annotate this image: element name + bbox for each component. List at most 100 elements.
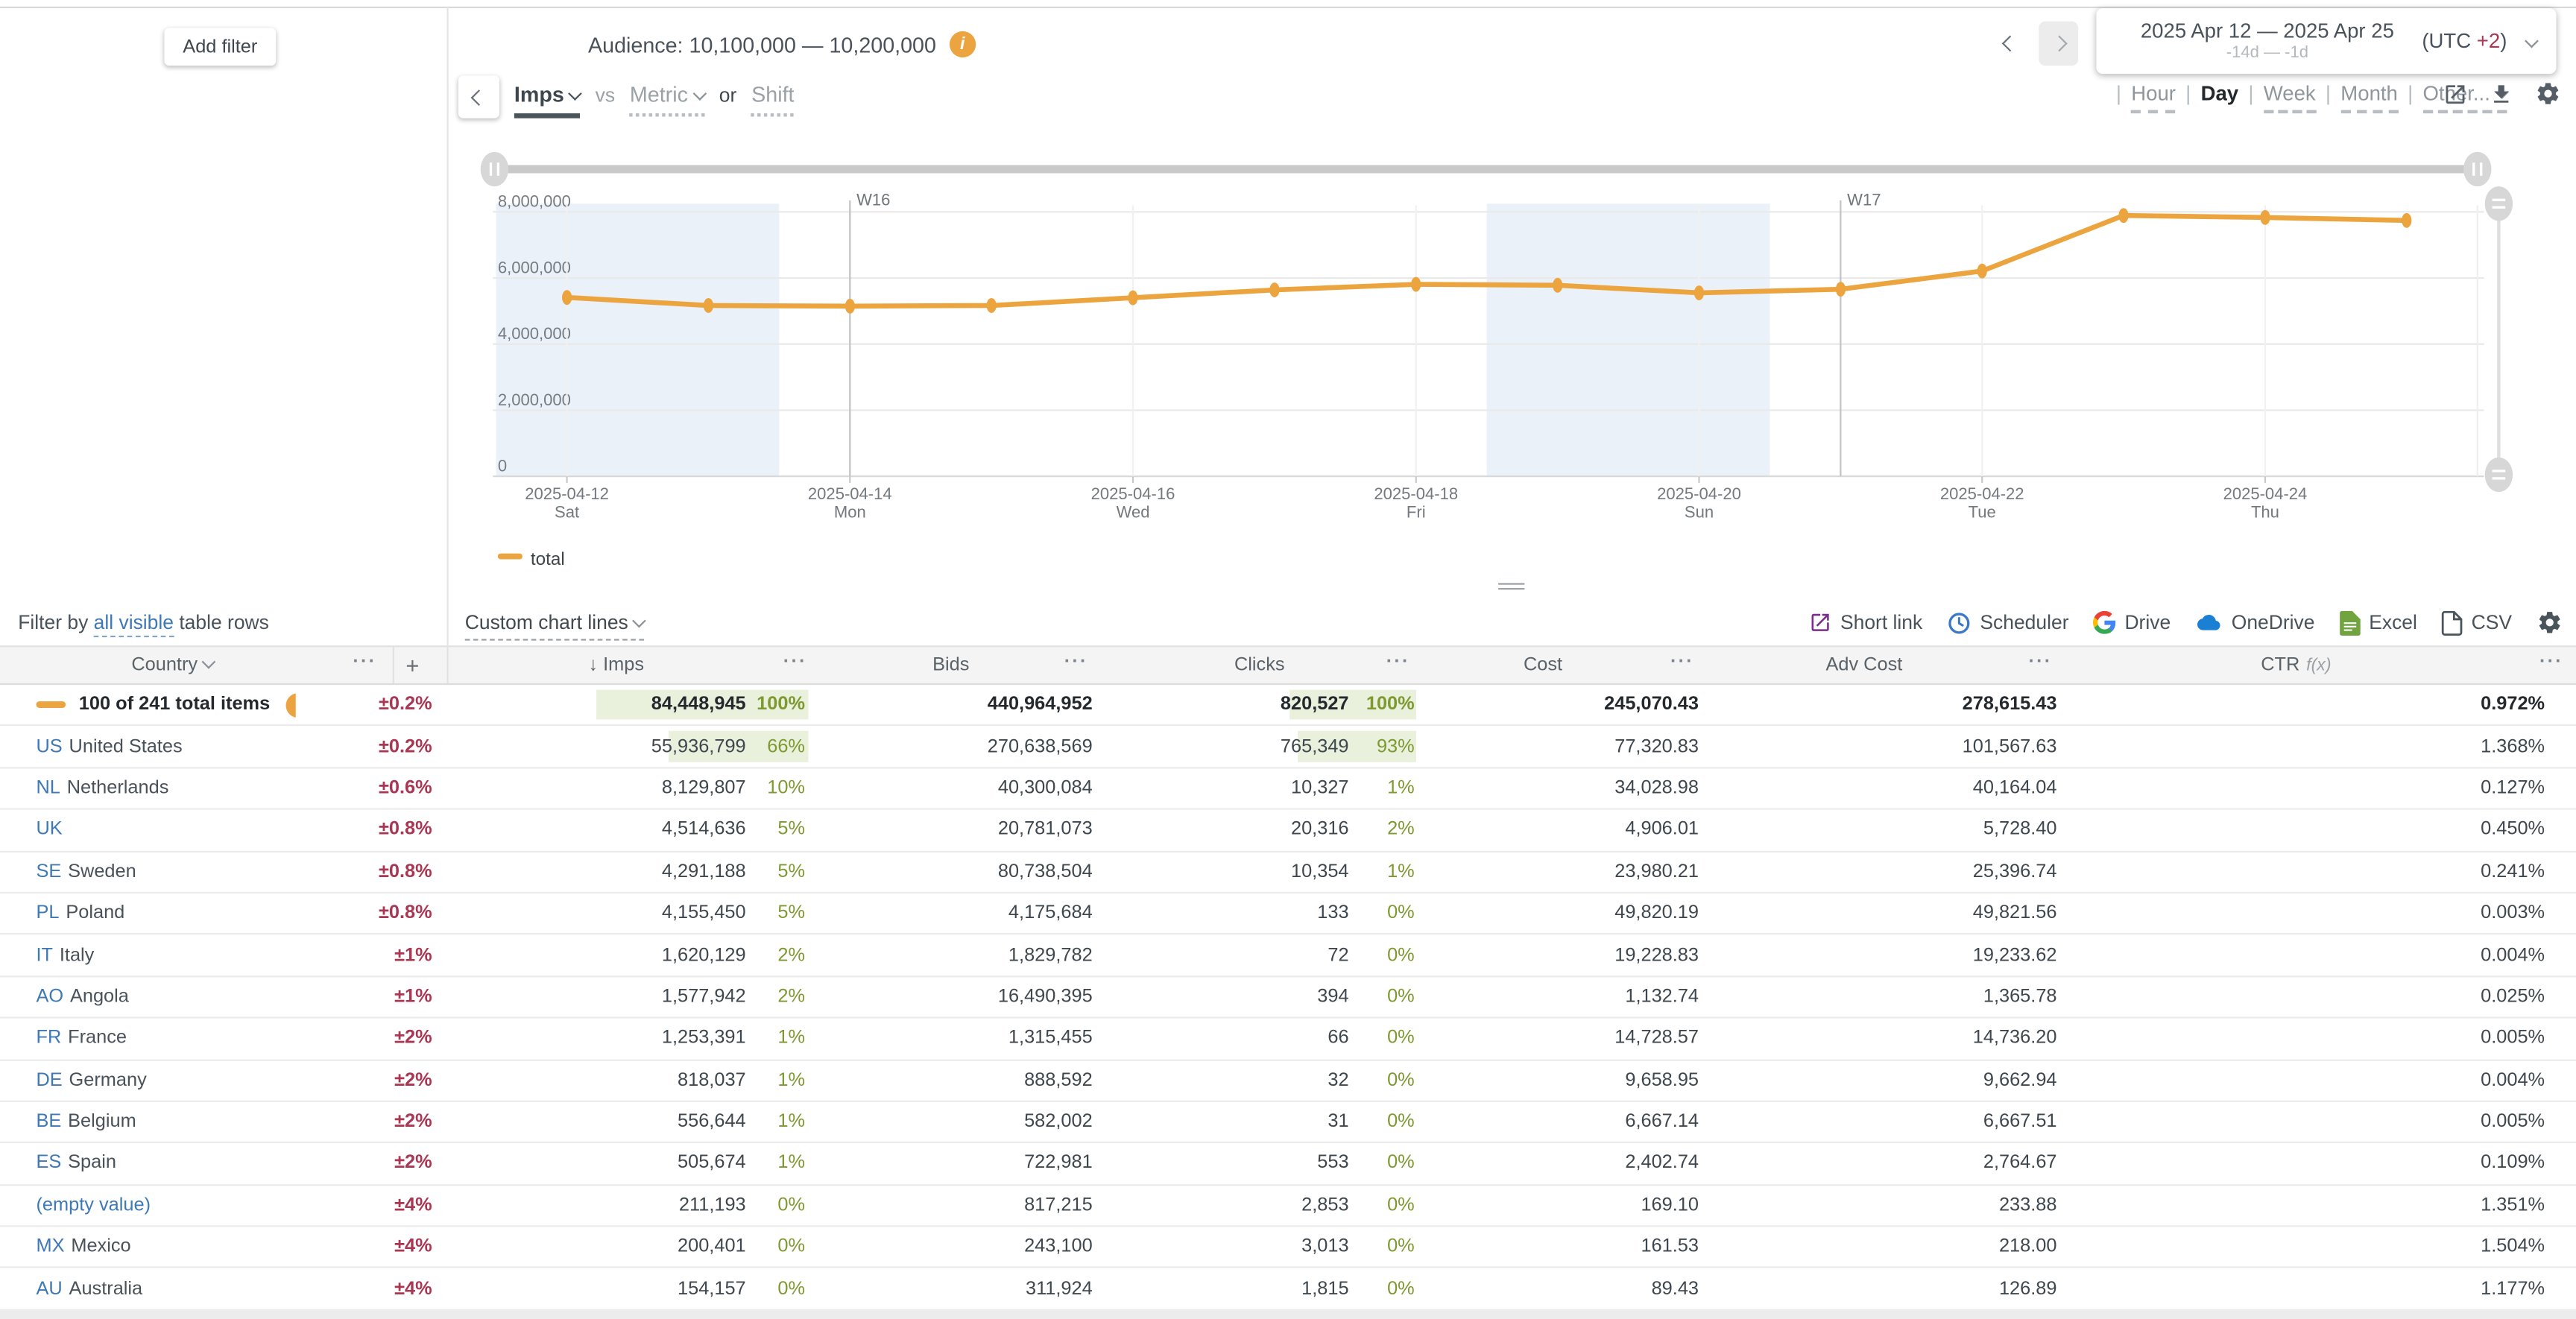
country-code-link[interactable]: DE [36,1070,63,1090]
clicks-column-menu[interactable]: ··· [1386,652,1410,672]
cost-cell: 2,402.74 [1625,1154,1699,1174]
country-column-menu[interactable]: ··· [353,652,377,672]
country-code-link[interactable]: MX [36,1237,65,1257]
custom-chart-lines-dropdown[interactable]: Custom chart lines [464,611,647,641]
info-icon[interactable]: i [286,692,296,718]
table-row[interactable]: AO Angola i ±1% 1,577,942 2% 16,490,395 … [0,977,2576,1019]
download-icon[interactable] [2489,81,2513,106]
onedrive-button[interactable]: OneDrive [2195,611,2314,634]
column-header-country[interactable]: Country [131,654,216,675]
country-code-link[interactable]: NL [36,778,60,799]
data-point[interactable] [562,290,572,306]
primary-metric-dropdown[interactable]: Imps [514,82,583,118]
adv-cost-column-menu[interactable]: ··· [2028,652,2053,672]
data-point[interactable] [1977,263,1987,279]
column-header-bids[interactable]: Bids [932,655,970,675]
country-code-link[interactable]: SE [36,861,62,882]
table-row[interactable]: BE Belgium i ±2% 556,644 1% 582,002 31 0… [0,1102,2576,1144]
table-settings-gear-icon[interactable] [2536,610,2563,636]
data-point[interactable] [703,298,714,313]
country-code-link[interactable]: AU [36,1279,63,1299]
chart-back-button[interactable] [458,75,500,118]
table-row[interactable]: US United States i ±0.2% 55,936,799 66% … [0,727,2576,769]
table-row[interactable]: (empty value) i ±4% 211,193 0% 817,215 2… [0,1186,2576,1227]
slider-handle[interactable] [2463,151,2492,187]
country-code-link[interactable]: ES [36,1154,62,1174]
open-in-new-icon[interactable] [2443,81,2467,106]
data-point[interactable] [1835,282,1846,297]
all-visible-link[interactable]: all visible [93,610,174,638]
data-point[interactable] [1411,276,1421,292]
ctr-cell: 0.005% [2481,1028,2545,1048]
granularity-option[interactable]: Week [2238,82,2316,114]
column-header-cost[interactable]: Cost [1523,655,1563,675]
bids-column-menu[interactable]: ··· [1064,652,1088,672]
secondary-metric-dropdown[interactable]: Metric [629,82,707,117]
table-row[interactable]: FR France i ±2% 1,253,391 1% 1,315,455 6… [0,1019,2576,1060]
slider-handle[interactable] [2484,457,2513,493]
x-axis-date-label: 2025-04-20 [1657,484,1741,503]
data-point[interactable] [845,298,856,314]
country-code-link[interactable]: US [36,736,63,757]
data-point[interactable] [2402,212,2412,228]
drive-button[interactable]: Drive [2093,610,2171,634]
slider-handle[interactable] [2484,186,2513,221]
date-prev-button[interactable] [1995,28,2024,57]
excel-button[interactable]: Excel [2340,610,2417,635]
add-column-button[interactable]: + [405,652,420,679]
country-code-link[interactable]: UK [36,820,63,841]
top-border [0,6,2576,9]
ctr-cell: 1.504% [2481,1237,2545,1257]
imps-column-menu[interactable]: ··· [783,652,807,672]
data-point[interactable] [2260,209,2270,225]
table-row[interactable]: DE Germany i ±2% 818,037 1% 888,592 32 0… [0,1060,2576,1102]
country-code-link[interactable]: IT [36,945,54,965]
country-code-link[interactable]: PL [36,903,60,924]
country-cell: PL Poland i [0,904,296,923]
tolerance-cell: ±0.6% [378,778,432,799]
date-next-button[interactable] [2039,21,2079,66]
cost-column-menu[interactable]: ··· [1670,652,1694,672]
imps-cell: 556,644 1% [678,1112,805,1132]
column-header-adv-cost[interactable]: Adv Cost [1825,655,1903,675]
info-icon[interactable]: i [949,31,976,58]
table-row[interactable]: ES Spain i ±2% 505,674 1% 722,981 553 0%… [0,1144,2576,1186]
country-code-link[interactable]: BE [36,1112,62,1132]
data-point[interactable] [1693,285,1705,300]
slider-handle[interactable] [480,151,509,187]
table-row[interactable]: AU Australia i ±4% 154,157 0% 311,924 1,… [0,1269,2576,1311]
granularity-option[interactable]: Day [2176,82,2239,113]
column-header-clicks[interactable]: Clicks [1234,655,1285,675]
scheduler-button[interactable]: Scheduler [1947,610,2069,635]
granularity-option[interactable]: Month [2316,82,2398,114]
table-row[interactable]: SE Sweden i ±0.8% 4,291,188 5% 80,738,50… [0,852,2576,893]
table-row[interactable]: PL Poland i ±0.8% 4,155,450 5% 4,175,684… [0,893,2576,935]
date-range-picker[interactable]: 2025 Apr 12 — 2025 Apr 25 -14d — -1d (UT… [2096,8,2557,75]
table-row[interactable]: MX Mexico i ±4% 200,401 0% 243,100 3,013… [0,1227,2576,1269]
table-row[interactable]: 100 of 241 total items i ±0.2% 84,448,94… [0,685,2576,727]
table-row[interactable]: NL Netherlands i ±0.6% 8,129,807 10% 40,… [0,768,2576,810]
data-point[interactable] [1128,290,1138,306]
clicks-cell: 553 0% [1317,1154,1415,1174]
data-point[interactable] [1553,277,1563,293]
table-row[interactable]: IT Italy i ±1% 1,620,129 2% 1,829,782 72… [0,935,2576,977]
horizontal-scrollbar[interactable] [0,1310,2576,1319]
add-filter-button[interactable]: Add filter [164,28,277,66]
shift-option[interactable]: Shift [751,82,795,117]
chart-resize-handle[interactable] [1498,583,1525,594]
column-header-imps[interactable]: ↓ Imps [588,655,644,675]
adv-cost-cell: 40,164.04 [1972,778,2057,799]
short-link-button[interactable]: Short link [1809,611,1922,634]
granularity-option[interactable]: Hour [2106,82,2176,114]
data-point[interactable] [1269,282,1280,297]
data-point[interactable] [986,298,997,313]
csv-button[interactable]: CSV [2442,610,2512,635]
clicks-cell: 31 0% [1328,1112,1415,1132]
ctr-column-menu[interactable]: ··· [2539,652,2563,672]
country-code-link[interactable]: FR [36,1028,62,1048]
country-code-link[interactable]: AO [36,987,64,1007]
data-point[interactable] [2118,208,2129,224]
table-row[interactable]: UK i ±0.8% 4,514,636 5% 20,781,073 20,31… [0,810,2576,852]
gear-icon[interactable] [2535,80,2561,107]
column-header-ctr[interactable]: CTR f(x) [2261,655,2332,675]
